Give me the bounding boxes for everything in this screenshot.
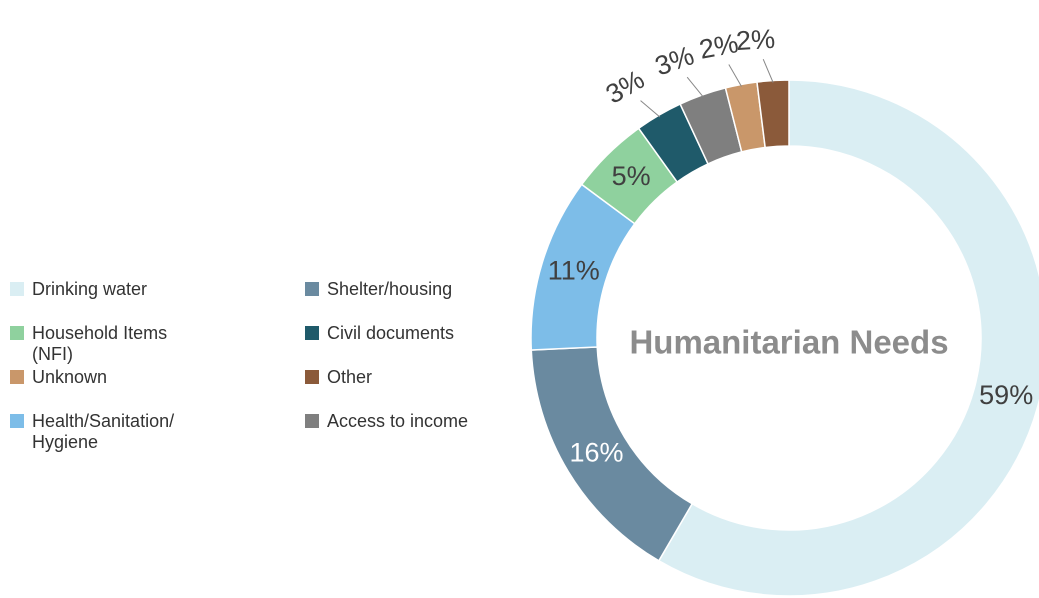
legend-label: Shelter/housing: [327, 279, 453, 299]
value-label: 11%: [548, 256, 600, 286]
chart-title: Humanitarian Needs: [629, 324, 948, 361]
donut-slice: [756, 79, 790, 149]
legend-label: Unknown: [32, 367, 108, 387]
legend-item: Civil documents: [305, 323, 505, 344]
value-label: 59%: [979, 380, 1033, 410]
legend-label: Household Items (NFI): [32, 323, 168, 364]
legend-item: Unknown: [10, 367, 210, 388]
legend-item: Household Items (NFI): [10, 323, 210, 365]
legend-swatch: [10, 282, 24, 296]
leader-line: [640, 100, 661, 118]
legend-label: Access to income: [327, 411, 469, 431]
legend-label: Drinking water: [32, 279, 148, 299]
legend-item: Access to income: [305, 411, 505, 432]
legend-swatch: [305, 414, 319, 428]
legend-item: Other: [305, 367, 505, 388]
legend-swatch: [10, 370, 24, 384]
value-label: 5%: [612, 161, 651, 191]
donut-slice: [657, 79, 1039, 597]
value-label: 3%: [601, 64, 650, 110]
legend-item: Health/Sanitation/ Hygiene: [10, 411, 210, 453]
legend-swatch: [305, 326, 319, 340]
legend-swatch: [305, 370, 319, 384]
legend-item: Drinking water: [10, 279, 210, 300]
leader-line: [728, 64, 742, 87]
legend-label: Civil documents: [327, 323, 455, 343]
value-label: 2%: [697, 28, 741, 65]
legend-label: Other: [327, 367, 373, 387]
legend-swatch: [10, 414, 24, 428]
leader-line: [762, 58, 774, 83]
value-label: 3%: [651, 40, 698, 81]
legend-swatch: [10, 326, 24, 340]
leader-line: [686, 76, 704, 98]
value-label: 16%: [569, 438, 623, 468]
legend-item: Shelter/housing: [305, 279, 505, 300]
value-label: 2%: [735, 24, 776, 56]
legend-label: Health/Sanitation/ Hygiene: [32, 411, 175, 452]
legend-swatch: [305, 282, 319, 296]
